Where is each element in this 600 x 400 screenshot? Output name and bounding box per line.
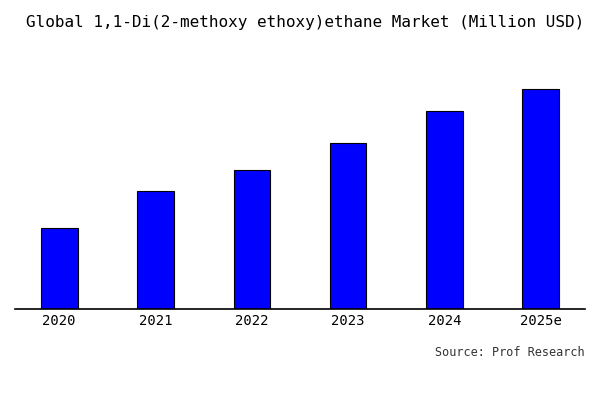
Text: Global 1,1-Di(2-methoxy ethoxy)ethane Market (Million USD): Global 1,1-Di(2-methoxy ethoxy)ethane Ma… [26,15,584,30]
Bar [330,143,367,309]
Bar [137,191,174,309]
Bar [233,170,270,309]
Bar [41,228,77,309]
Text: Source: Prof Research: Source: Prof Research [436,346,585,359]
Bar [426,110,463,309]
Bar [523,89,559,309]
